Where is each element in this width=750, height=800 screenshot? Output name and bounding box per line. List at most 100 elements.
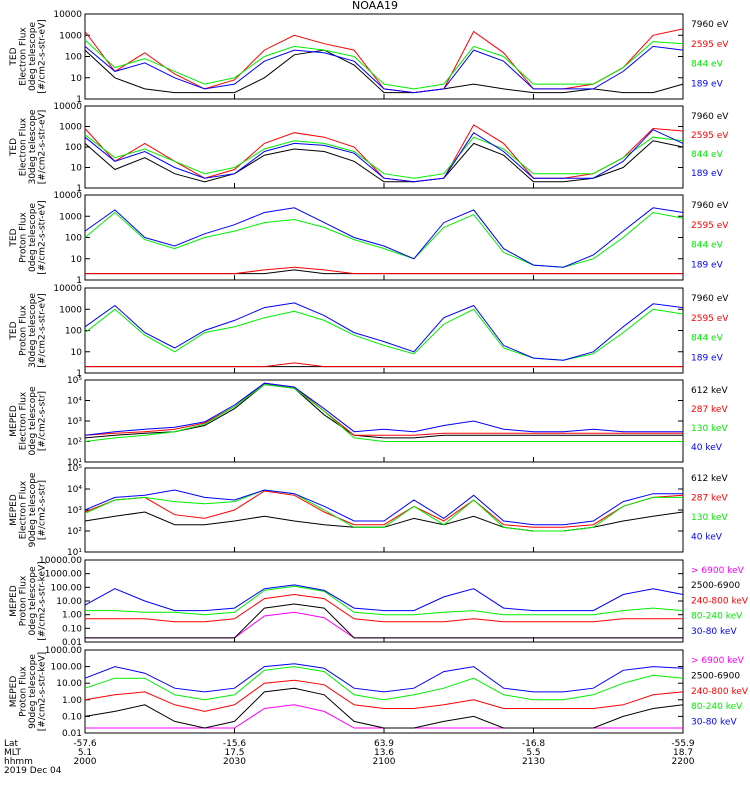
y-axis-label: [#/cm2-s-str-eV] (38, 110, 48, 185)
legend-label: 2595 eV (691, 221, 729, 231)
series-line (84, 49, 684, 94)
y-axis-label: Proton Flux (19, 305, 29, 356)
x-tick-label: 2200 (672, 757, 695, 767)
y-axis-label: 0deg telescope (28, 566, 38, 636)
legend-label: 287 keV (691, 494, 728, 504)
series-line (84, 382, 683, 436)
y-tick-label: 100 (65, 234, 82, 244)
y-tick-label: 10 (71, 74, 83, 84)
panel-frame (84, 467, 684, 553)
series-line (85, 593, 683, 623)
y-tick-label: 1 (76, 95, 82, 105)
y-tick-label: 1 (76, 276, 82, 286)
series-line (84, 308, 684, 361)
y-tick-label: 1000 (59, 31, 82, 41)
y-tick-label: 10² (67, 438, 82, 448)
y-tick-label: 1.00 (62, 696, 82, 706)
panel-frame (84, 559, 684, 643)
series-line (85, 362, 683, 368)
y-tick-label: 10000 (53, 102, 82, 112)
y-axis-label: 30deg telescope (28, 109, 38, 184)
x-tick-label: 17.5 (224, 748, 244, 758)
y-tick-label: 10.00 (56, 597, 82, 607)
legend-label: 30-80 keV (691, 627, 737, 637)
y-axis-label: TED (9, 321, 19, 340)
y-tick-label: 100 (65, 143, 82, 153)
y-axis-label: Proton Flux (19, 666, 29, 717)
x-tick-label: -55.9 (671, 739, 695, 749)
y-axis-label: [#/cm2-s-str] (38, 391, 48, 451)
legend-label: 2595 eV (691, 40, 729, 50)
legend-label: 240-800 keV (691, 687, 749, 697)
series-line (84, 679, 684, 712)
y-tick-label: 100 (65, 327, 82, 337)
series-line (84, 140, 684, 183)
x-tick-label: 63.9 (374, 739, 394, 749)
y-tick-label: 100 (65, 53, 82, 63)
series-line (85, 611, 683, 639)
legend-label: 7960 eV (691, 294, 729, 304)
legend-label: 40 keV (691, 533, 723, 543)
series-line (84, 129, 684, 183)
y-axis-label: TED (9, 138, 19, 157)
y-tick-label: 10 (71, 164, 83, 174)
x-tick-label: 5.5 (526, 748, 540, 758)
legend-label: 7960 eV (691, 20, 729, 30)
series-line (85, 603, 683, 639)
legend-label: 130 keV (691, 424, 728, 434)
y-axis-label: Electron Flux (19, 117, 29, 176)
legend-label: 7960 eV (691, 201, 729, 211)
y-axis-label: TED (9, 47, 19, 66)
x-tick-label: -16.8 (522, 739, 546, 749)
y-tick-label: 10 (71, 348, 83, 358)
legend-label: 844 eV (691, 60, 724, 70)
series-line (84, 134, 684, 179)
y-tick-label: 100.00 (51, 583, 83, 593)
x-row-label: hhmm (4, 757, 33, 767)
series-line (84, 211, 684, 268)
legend-label: 189 eV (691, 79, 724, 89)
series-line (85, 266, 683, 275)
series-line (84, 302, 684, 361)
x-row-label: 2019 Dec 04 (4, 766, 62, 776)
legend-label: 287 keV (691, 405, 728, 415)
panel-frame (84, 379, 684, 463)
y-tick-label: 1000.00 (45, 646, 82, 656)
y-axis-label: [#/cm2-s-str-keV] (38, 561, 48, 640)
x-tick-label: -57.6 (73, 739, 97, 749)
chart-title: NOAA19 (351, 0, 399, 12)
panel-frame (84, 194, 684, 281)
series-line (85, 269, 683, 275)
y-tick-label: 10³ (67, 417, 82, 427)
y-tick-label: 0.10 (62, 712, 82, 722)
legend-label: 189 eV (691, 169, 724, 179)
y-axis-label: MEPED (9, 676, 19, 708)
y-tick-label: 10⁵ (67, 376, 82, 386)
y-axis-label: [#/cm2-s-str-eV] (38, 293, 48, 368)
legend-label: 80-240 keV (691, 612, 743, 622)
y-tick-label: 0.01 (62, 638, 82, 648)
y-tick-label: 10² (67, 527, 82, 537)
y-axis-label: Electron Flux (19, 27, 29, 86)
panel-frame (84, 13, 684, 100)
y-tick-label: 10000 (53, 191, 82, 201)
legend-label: 844 eV (691, 334, 724, 344)
y-tick-label: 10000 (53, 10, 82, 20)
y-axis-label: Proton Flux (19, 212, 29, 263)
series-line (84, 663, 684, 693)
legend-label: 189 eV (691, 260, 724, 270)
y-axis-label: 30deg telescope (28, 293, 38, 368)
legend-label: 189 eV (691, 353, 724, 363)
y-tick-label: 1 (76, 369, 82, 379)
legend-label: 612 keV (691, 386, 728, 396)
series-line (84, 584, 684, 612)
y-tick-label: 1.00 (62, 611, 82, 621)
y-tick-label: 100.00 (51, 663, 83, 673)
y-tick-label: 1000 (59, 212, 82, 222)
x-row-label: MLT (4, 748, 22, 758)
legend-label: 2500-6900 (691, 671, 740, 681)
series-line (84, 489, 683, 532)
y-tick-label: 10¹ (67, 548, 82, 558)
